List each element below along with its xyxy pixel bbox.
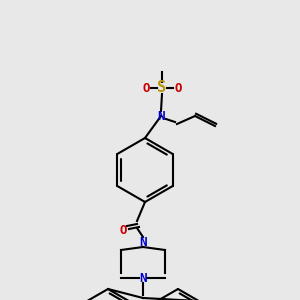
Text: O: O	[174, 82, 182, 94]
Text: N: N	[139, 272, 147, 284]
Text: O: O	[142, 82, 150, 94]
Text: S: S	[158, 80, 166, 95]
Text: N: N	[157, 110, 165, 122]
Text: O: O	[119, 224, 127, 236]
Text: N: N	[139, 236, 147, 248]
